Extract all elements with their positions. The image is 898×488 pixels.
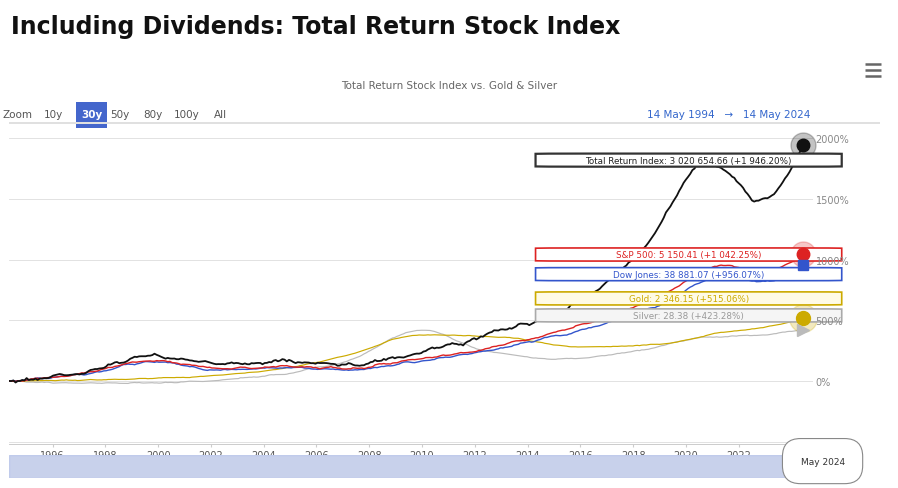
Text: Gold: 2 346.15 (+515.06%): Gold: 2 346.15 (+515.06%) [629, 294, 749, 304]
Text: 100y: 100y [174, 110, 199, 120]
Text: Dow Jones: 38 881.07 (+956.07%): Dow Jones: 38 881.07 (+956.07%) [613, 270, 764, 279]
Text: S&P 500: 5 150.41 (+1 042.25%): S&P 500: 5 150.41 (+1 042.25%) [616, 250, 762, 260]
Text: 30y: 30y [81, 110, 102, 120]
FancyBboxPatch shape [535, 248, 841, 262]
Text: 50y: 50y [110, 110, 129, 120]
Text: Total Return Stock Index vs. Gold & Silver: Total Return Stock Index vs. Gold & Silv… [341, 81, 557, 90]
FancyBboxPatch shape [535, 292, 841, 305]
Text: 80y: 80y [143, 110, 163, 120]
Text: Total Return Index: 3 020 654.66 (+1 946.20%): Total Return Index: 3 020 654.66 (+1 946… [585, 156, 792, 165]
Text: May 2024: May 2024 [800, 457, 845, 466]
Text: Silver: 28.38 (+423.28%): Silver: 28.38 (+423.28%) [633, 311, 744, 320]
FancyBboxPatch shape [535, 154, 841, 167]
Text: Zoom: Zoom [3, 110, 33, 120]
Text: Including Dividends: Total Return Stock Index: Including Dividends: Total Return Stock … [11, 15, 621, 39]
Text: 10y: 10y [44, 110, 64, 120]
Text: All: All [214, 110, 226, 120]
FancyBboxPatch shape [535, 309, 841, 322]
FancyBboxPatch shape [535, 268, 841, 281]
Text: 14 May 1994   →   14 May 2024: 14 May 1994 → 14 May 2024 [647, 110, 810, 120]
